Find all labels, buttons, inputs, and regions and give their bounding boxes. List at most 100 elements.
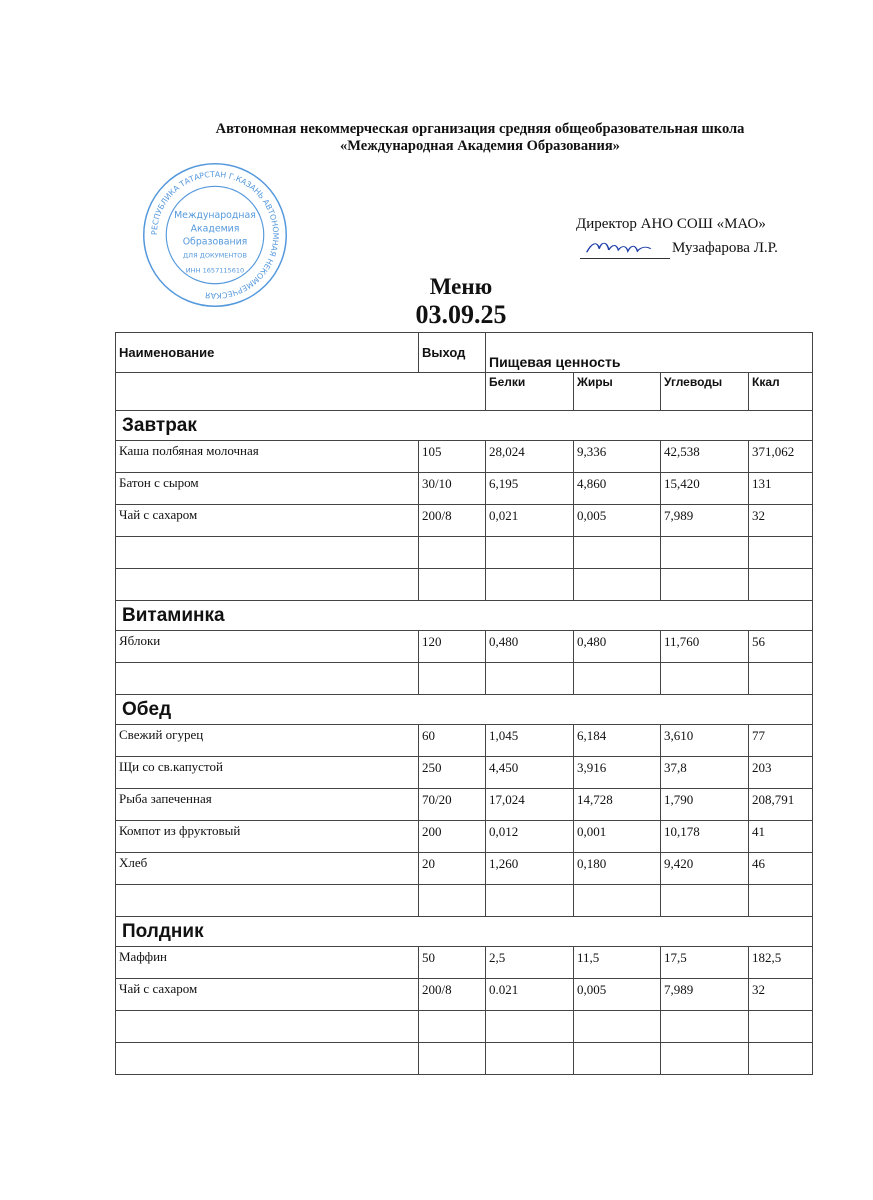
kcal-cell (747, 662, 814, 695)
table-row: Каша полбяная молочная 105 28,024 9,336 42,5… (115, 440, 814, 473)
carbs-cell (660, 1042, 749, 1075)
kcal-cell (747, 536, 814, 569)
yield-cell (418, 1010, 486, 1043)
table-row: Батон с сыром 30/10 6,195 4,860 15,420 131 (115, 472, 814, 505)
kcal-cell: 46 (747, 852, 814, 885)
table-row: Свежий огурец 60 1,045 6,184 3,610 77 (115, 724, 814, 757)
carbs-cell (660, 884, 749, 917)
carbs-cell (660, 536, 749, 569)
yield-cell (418, 662, 486, 695)
table-row: Рыба запеченная 70/20 17,024 14,728 1,790 208… (115, 788, 814, 821)
header-row: Наименование Выход Пищевая ценность (115, 332, 814, 373)
protein-cell: 0,021 (485, 504, 574, 537)
dish-name-cell: Батон с сыром (115, 472, 419, 505)
yield-cell: 20 (418, 852, 486, 885)
table-row: Чай с сахаром 200/8 0,021 0,005 7,989 32 (115, 504, 814, 537)
table-row (115, 568, 814, 601)
table-row (115, 662, 814, 695)
subheader-row: Белки Жиры Углеводы Ккал (115, 372, 814, 411)
kcal-cell: 203 (747, 756, 814, 789)
protein-cell: 0,480 (485, 630, 574, 663)
organization-name-quoted: «Международная Академия Образования» (340, 138, 620, 154)
table-row (115, 1042, 814, 1075)
protein-cell: 0.021 (485, 978, 574, 1011)
column-header-fat: Жиры (573, 372, 661, 411)
section-title: Витаминка (114, 600, 814, 631)
fat-cell: 0,001 (573, 820, 661, 853)
protein-cell (485, 536, 574, 569)
dish-name-cell (115, 1042, 419, 1075)
kcal-cell: 131 (747, 472, 814, 505)
section-row: Обед (114, 694, 814, 725)
organization-name: Автономная некоммерческая организация ср… (215, 121, 745, 137)
kcal-cell: 32 (747, 504, 814, 537)
kcal-cell (747, 1010, 814, 1043)
dish-name-cell (115, 662, 419, 695)
kcal-cell: 182,5 (747, 946, 814, 979)
carbs-cell: 7,989 (660, 504, 749, 537)
fat-cell (573, 1010, 661, 1043)
svg-text:Международная: Международная (174, 210, 256, 221)
kcal-cell: 371,062 (747, 440, 814, 473)
menu-date: 03.09.25 (415, 300, 507, 329)
empty-cell (115, 372, 486, 411)
carbs-cell: 37,8 (660, 756, 749, 789)
section-row: Полдник (114, 916, 814, 947)
kcal-cell (747, 1042, 814, 1075)
fat-cell: 0,005 (573, 504, 661, 537)
protein-cell (485, 662, 574, 695)
kcal-cell: 41 (747, 820, 814, 853)
protein-cell (485, 1010, 574, 1043)
dish-name-cell: Маффин (115, 946, 419, 979)
fat-cell: 0,480 (573, 630, 661, 663)
svg-text:Академия: Академия (191, 223, 240, 234)
fat-cell: 9,336 (573, 440, 661, 473)
yield-cell: 120 (418, 630, 486, 663)
column-header-yield: Выход (418, 332, 486, 373)
fat-cell (573, 884, 661, 917)
yield-cell (418, 884, 486, 917)
section-title: Полдник (114, 916, 814, 947)
director-title: Директор АНО СОШ «МАО» (576, 216, 766, 232)
svg-text:ДЛЯ ДОКУМЕНТОВ: ДЛЯ ДОКУМЕНТОВ (183, 252, 247, 260)
dish-name-cell (115, 1010, 419, 1043)
dish-name-cell: Каша полбяная молочная (115, 440, 419, 473)
protein-cell (485, 884, 574, 917)
table-row: Чай с сахаром 200/8 0.021 0,005 7,989 32 (115, 978, 814, 1011)
dish-name-cell (115, 536, 419, 569)
protein-cell: 0,012 (485, 820, 574, 853)
dish-name-cell: Рыба запеченная (115, 788, 419, 821)
carbs-cell: 17,5 (660, 946, 749, 979)
dish-name-cell: Щи со св.капустой (115, 756, 419, 789)
carbs-cell: 10,178 (660, 820, 749, 853)
carbs-cell: 3,610 (660, 724, 749, 757)
table-row: Компот из фруктовый 200 0,012 0,001 10,178 41 (115, 820, 814, 853)
svg-text:ИНН 1657115610: ИНН 1657115610 (186, 267, 244, 275)
table-row (115, 536, 814, 569)
carbs-cell: 11,760 (660, 630, 749, 663)
table-row: Маффин 50 2,5 11,5 17,5 182,5 (115, 946, 814, 979)
kcal-cell: 208,791 (747, 788, 814, 821)
carbs-cell (660, 568, 749, 601)
yield-cell: 60 (418, 724, 486, 757)
protein-cell: 1,045 (485, 724, 574, 757)
kcal-cell: 32 (747, 978, 814, 1011)
dish-name-cell (115, 884, 419, 917)
protein-cell: 28,024 (485, 440, 574, 473)
signature-line (580, 258, 670, 259)
fat-cell: 11,5 (573, 946, 661, 979)
yield-cell (418, 1042, 486, 1075)
column-header-nutrition: Пищевая ценность (484, 332, 814, 373)
menu-table: Наименование Выход Пищевая ценность Белк… (114, 332, 814, 1075)
carbs-cell: 42,538 (660, 440, 749, 473)
table-row: Щи со св.капустой 250 4,450 3,916 37,8 203 (115, 756, 814, 789)
yield-cell: 250 (418, 756, 486, 789)
dish-name-cell: Хлеб (115, 852, 419, 885)
protein-cell: 1,260 (485, 852, 574, 885)
dish-name-cell: Компот из фруктовый (115, 820, 419, 853)
yield-cell: 30/10 (418, 472, 486, 505)
dish-name-cell: Свежий огурец (115, 724, 419, 757)
fat-cell (573, 1042, 661, 1075)
page-title: Меню (429, 274, 493, 299)
yield-cell (418, 568, 486, 601)
